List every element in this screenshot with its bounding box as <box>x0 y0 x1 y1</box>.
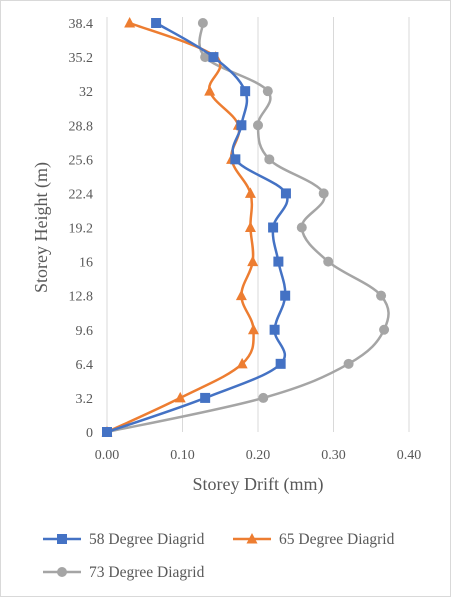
point-65-degree-diagrid-6-4 <box>236 357 248 369</box>
vertical-gridlines <box>106 17 410 432</box>
point-73-degree-diagrid-16 <box>323 256 334 267</box>
y-tick-label-25-6: 25.6 <box>69 153 94 168</box>
point-58-degree-diagrid-32 <box>240 86 251 97</box>
point-73-degree-diagrid-22-4 <box>318 188 329 199</box>
series-layer <box>101 17 390 437</box>
series-73-degree-diagrid <box>102 18 390 437</box>
legend-label-65-degree-diagrid: 65 Degree Diagrid <box>279 531 395 548</box>
legend-item-65-degree-diagrid: 65 Degree Diagrid <box>233 531 395 548</box>
series-line-65-degree-diagrid <box>106 21 255 434</box>
point-65-degree-diagrid-12-8 <box>235 289 247 301</box>
point-73-degree-diagrid-25-6 <box>264 154 275 165</box>
x-tick-label-0-10: 0.10 <box>170 448 195 463</box>
point-65-degree-diagrid-9-6 <box>247 323 259 335</box>
legend-marker-58-degree-diagrid <box>57 534 67 544</box>
y-tick-label-16: 16 <box>79 256 93 271</box>
legend-marker-65-degree-diagrid <box>246 533 258 544</box>
y-tick-label-28-8: 28.8 <box>69 119 94 134</box>
point-58-degree-diagrid-25-6 <box>230 154 241 165</box>
point-73-degree-diagrid-9-6 <box>379 324 390 335</box>
point-58-degree-diagrid-6-4 <box>275 358 286 369</box>
point-58-degree-diagrid-12-8 <box>280 290 291 301</box>
y-tick-label-12-8: 12.8 <box>69 290 94 305</box>
point-58-degree-diagrid-22-4 <box>280 188 291 199</box>
point-65-degree-diagrid-19-2 <box>244 221 256 232</box>
point-58-degree-diagrid-28-8 <box>236 120 247 131</box>
point-58-degree-diagrid-35-2 <box>208 52 219 63</box>
y-tick-label-32: 32 <box>79 85 93 100</box>
legend: 58 Degree Diagrid 65 Degree Diagrid 73 Deg… <box>43 531 395 581</box>
legend-label-58-degree-diagrid: 58 Degree Diagrid <box>89 531 205 548</box>
y-tick-label-6-4: 6.4 <box>76 358 94 373</box>
point-73-degree-diagrid-3-2 <box>258 392 269 403</box>
point-58-degree-diagrid-9-6 <box>269 324 280 335</box>
y-axis-title: Storey Height (m) <box>31 162 52 293</box>
point-73-degree-diagrid-32 <box>262 86 273 97</box>
x-tick-labels: 0.00 0.10 0.20 0.30 0.40 <box>95 448 422 463</box>
legend-marker-73-degree-diagrid <box>57 567 67 577</box>
y-tick-labels: 0 3.2 6.4 9.6 12.8 16 19.2 22.4 25.6 28.8 32 35.2 38… <box>69 17 94 441</box>
y-tick-label-0: 0 <box>86 426 93 441</box>
point-65-degree-diagrid-22-4 <box>244 187 256 198</box>
point-58-degree-diagrid-38-4 <box>151 18 162 28</box>
legend-label-73-degree-diagrid: 73 Degree Diagrid <box>89 564 205 581</box>
x-tick-label-0-00: 0.00 <box>95 448 120 463</box>
y-tick-label-3-2: 3.2 <box>76 392 94 407</box>
point-58-degree-diagrid-0 <box>102 427 112 437</box>
point-58-degree-diagrid-3-2 <box>200 392 211 403</box>
point-73-degree-diagrid-6-4 <box>343 358 354 369</box>
y-tick-label-9-6: 9.6 <box>76 324 94 339</box>
y-tick-label-38-4: 38.4 <box>69 17 94 32</box>
series-58-degree-diagrid <box>102 18 291 437</box>
y-tick-label-22-4: 22.4 <box>69 187 94 202</box>
point-65-degree-diagrid-16 <box>247 255 259 267</box>
point-73-degree-diagrid-38-4 <box>197 18 208 28</box>
x-tick-label-0-30: 0.30 <box>321 448 346 463</box>
x-tick-label-0-20: 0.20 <box>246 448 271 463</box>
point-65-degree-diagrid-38-4 <box>124 17 136 28</box>
series-65-degree-diagrid <box>101 17 259 437</box>
x-tick-label-0-40: 0.40 <box>397 448 422 463</box>
point-65-degree-diagrid-3-2 <box>174 391 186 403</box>
x-axis-title: Storey Drift (mm) <box>193 474 324 495</box>
point-58-degree-diagrid-16 <box>273 256 284 267</box>
y-tick-label-35-2: 35.2 <box>69 51 94 66</box>
point-58-degree-diagrid-19-2 <box>268 222 279 233</box>
point-73-degree-diagrid-12-8 <box>376 290 387 301</box>
y-tick-label-19-2: 19.2 <box>69 222 94 237</box>
point-73-degree-diagrid-19-2 <box>296 222 307 233</box>
point-73-degree-diagrid-35-2 <box>200 52 211 63</box>
point-65-degree-diagrid-32 <box>204 85 216 96</box>
legend-item-73-degree-diagrid: 73 Degree Diagrid <box>43 564 205 581</box>
point-73-degree-diagrid-28-8 <box>253 120 263 131</box>
legend-item-58-degree-diagrid: 58 Degree Diagrid <box>43 531 205 548</box>
